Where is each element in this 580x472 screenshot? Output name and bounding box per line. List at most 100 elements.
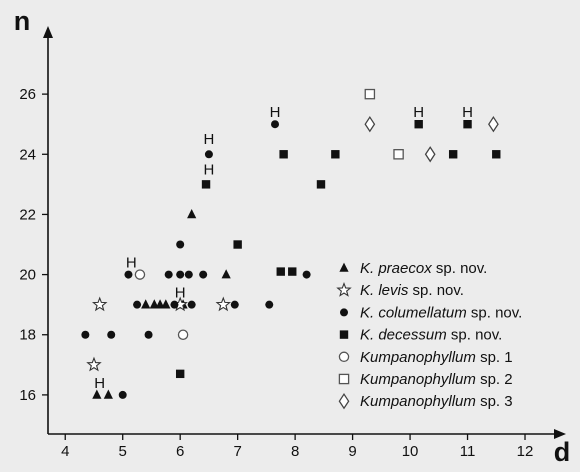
series-3 (175, 120, 501, 379)
annotation-h: H (270, 104, 281, 121)
data-point (463, 120, 472, 129)
legend-label-italic: K. decessum (360, 327, 447, 344)
data-point (91, 296, 108, 312)
data-point (170, 300, 179, 309)
data-point (288, 267, 297, 276)
legend-label: K. praecox sp. nov. (360, 260, 487, 277)
x-tick-label: 6 (176, 443, 184, 460)
data-point (164, 270, 173, 279)
data-point (176, 270, 185, 279)
data-point (187, 300, 196, 309)
y-tick-label: 20 (19, 267, 36, 284)
data-point (276, 267, 285, 276)
data-point (233, 240, 242, 249)
series-5 (364, 88, 404, 160)
legend: K. praecox sp. nov.K. levis sp. nov.K. c… (336, 260, 522, 410)
x-axis-arrow (554, 429, 566, 439)
data-point (187, 209, 197, 219)
data-point (103, 389, 113, 399)
legend-label: Kumpanophyllum sp. 3 (360, 393, 513, 410)
legend-label-suffix: sp. nov. (432, 260, 488, 277)
data-point (124, 270, 133, 279)
data-point (175, 369, 185, 379)
data-point (364, 88, 376, 100)
legend-label-italic: Kumpanophyllum (360, 393, 476, 410)
data-point (144, 330, 153, 339)
data-point (230, 300, 239, 309)
legend-entry: K. praecox sp. nov. (339, 260, 487, 277)
legend-label-suffix: sp. 1 (476, 349, 513, 366)
legend-marker (338, 351, 350, 363)
data-point (177, 329, 189, 340)
y-tick-label: 26 (19, 86, 36, 103)
axes: 4 5 6 7 8 9 10 11 12 16 18 20 22 24 26 d n (14, 6, 571, 467)
legend-entry: K. levis sp. nov. (336, 282, 464, 299)
data-point (107, 330, 116, 339)
legend-marker (339, 262, 349, 272)
legend-label: Kumpanophyllum sp. 2 (360, 371, 513, 388)
data-point (184, 270, 193, 279)
legend-label: K. levis sp. nov. (360, 282, 464, 299)
y-tick-label: 22 (19, 206, 36, 223)
x-tick-label: 12 (517, 443, 534, 460)
data-point (86, 356, 102, 372)
x-tick-label: 10 (402, 443, 419, 460)
legend-label-suffix: sp. 3 (476, 393, 513, 410)
data-point (161, 299, 171, 309)
data-points (81, 88, 501, 399)
annotation-h: H (462, 104, 473, 121)
y-axis-title: n (14, 6, 31, 36)
data-point (424, 146, 436, 163)
legend-entry: Kumpanophyllum sp. 2 (338, 371, 513, 388)
legend-label-suffix: sp. 2 (476, 371, 513, 388)
legend-label: K. columellatum sp. nov. (360, 304, 522, 321)
series-6 (364, 116, 499, 163)
series-1 (86, 296, 232, 372)
legend-marker (340, 308, 348, 317)
y-tick-label: 18 (19, 327, 36, 344)
x-tick-label: 7 (233, 443, 241, 460)
data-point (204, 150, 213, 159)
legend-label: Kumpanophyllum sp. 1 (360, 349, 513, 366)
legend-label-italic: K. levis (360, 282, 409, 299)
data-point (141, 299, 151, 309)
legend-label-suffix: sp. nov. (447, 327, 503, 344)
legend-label-italic: K. praecox (360, 260, 432, 277)
legend-label-italic: K. columellatum (360, 304, 467, 321)
x-tick-label: 5 (119, 443, 127, 460)
x-tick-label: 4 (61, 443, 69, 460)
data-point (364, 116, 376, 133)
data-point (176, 240, 185, 249)
data-point (271, 120, 280, 129)
data-point (215, 296, 232, 312)
data-point (221, 269, 231, 279)
annotation-h: H (413, 104, 424, 121)
x-axis-title: d (554, 437, 571, 467)
data-point (492, 150, 501, 159)
x-tick-label: 9 (348, 443, 356, 460)
x-tick-label: 8 (291, 443, 299, 460)
legend-label-suffix: sp. nov. (467, 304, 523, 321)
y-tick-label: 16 (19, 387, 36, 404)
data-point (393, 149, 404, 160)
data-point (265, 300, 274, 309)
data-point (134, 269, 146, 280)
y-tick-label: 24 (19, 146, 36, 163)
data-point (448, 150, 458, 159)
data-point (302, 270, 311, 279)
x-tick-label: 11 (460, 443, 476, 460)
legend-marker (336, 282, 352, 297)
data-point (414, 120, 423, 129)
legend-entry: Kumpanophyllum sp. 3 (338, 393, 513, 410)
series-0 (92, 209, 231, 399)
legend-entry: Kumpanophyllum sp. 1 (338, 349, 513, 366)
data-point (488, 116, 499, 133)
series-2 (81, 120, 311, 399)
legend-marker (338, 373, 350, 385)
legend-label-italic: Kumpanophyllum (360, 349, 476, 366)
data-point (201, 180, 211, 189)
data-point (316, 180, 326, 189)
data-point (133, 300, 142, 309)
